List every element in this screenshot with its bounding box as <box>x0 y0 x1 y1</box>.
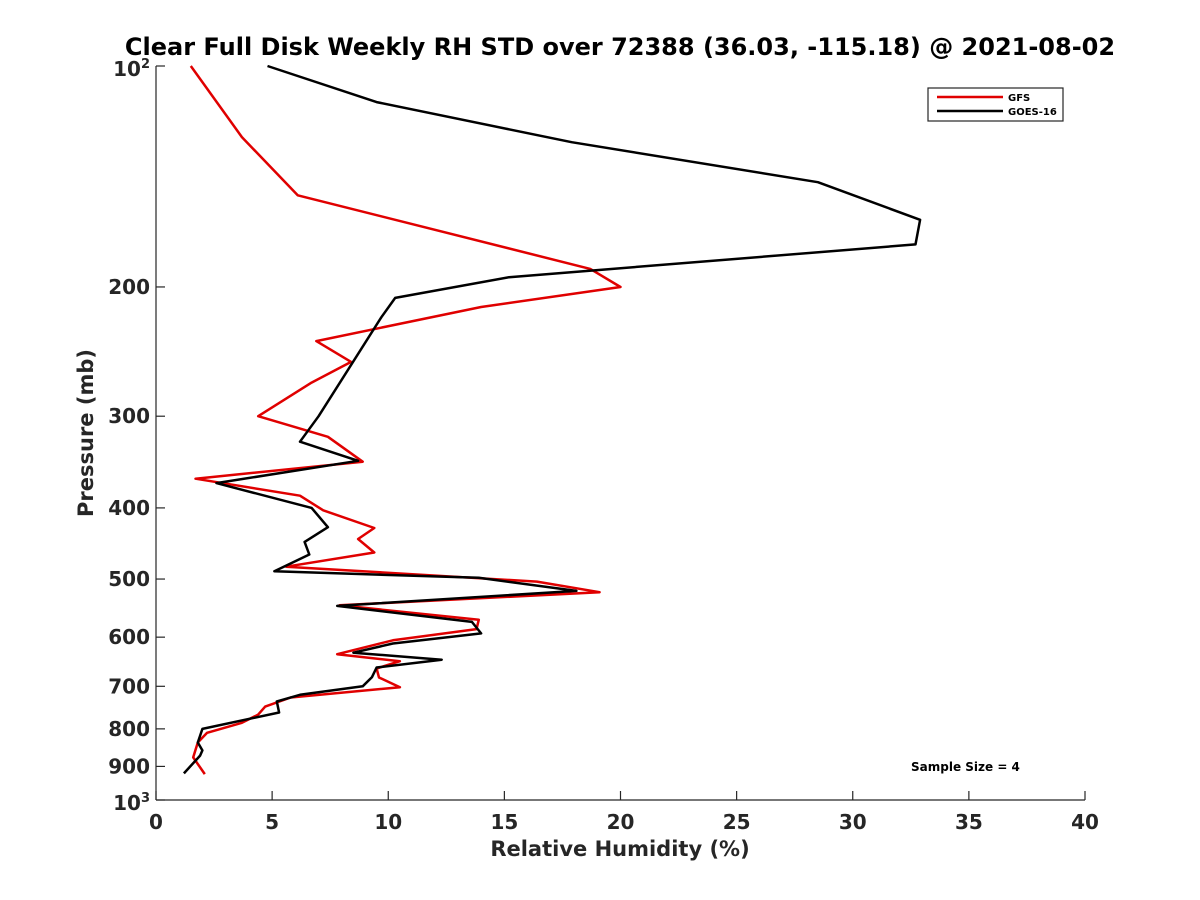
x-tick-label: 35 <box>955 810 983 834</box>
chart-title: Clear Full Disk Weekly RH STD over 72388… <box>125 33 1115 61</box>
y-tick-label: 900 <box>108 754 150 778</box>
x-tick-label: 0 <box>149 810 163 834</box>
series-line-goes-16 <box>182 64 922 775</box>
y-tick-label: 300 <box>108 404 150 428</box>
y-tick-label: 103 <box>113 791 150 815</box>
plot-area <box>156 66 1085 800</box>
x-axis-label: Relative Humidity (%) <box>490 837 749 861</box>
legend-label-gfs: GFS <box>1008 93 1030 104</box>
y-tick-label: 800 <box>108 717 150 741</box>
x-tick-label: 25 <box>723 810 751 834</box>
x-tick-label: 40 <box>1071 810 1099 834</box>
x-ticks: 0 5 10 15 20 25 30 35 40 <box>149 791 1099 834</box>
series-line-gfs <box>189 65 622 775</box>
y-tick-label-exponent: 3 <box>141 791 150 806</box>
y-tick-label: 400 <box>108 496 150 520</box>
sample-size-annotation: Sample Size = 4 <box>911 760 1020 774</box>
legend-label-goes-16: GOES-16 <box>1008 107 1057 118</box>
x-tick-label: 10 <box>374 810 402 834</box>
x-tick-label: 20 <box>607 810 635 834</box>
legend: GFS GOES-16 <box>927 87 1064 122</box>
y-tick-label: 200 <box>108 275 150 299</box>
y-tick-label: 500 <box>108 567 150 591</box>
y-tick-label: 102 <box>113 57 150 81</box>
x-tick-label: 15 <box>490 810 518 834</box>
y-axis-label: Pressure (mb) <box>74 349 98 517</box>
y-tick-label-base: 10 <box>113 791 141 815</box>
y-tick-label-base: 10 <box>113 57 141 81</box>
series-layer <box>182 64 922 775</box>
y-tick-label: 600 <box>108 625 150 649</box>
y-tick-label-exponent: 2 <box>141 57 150 72</box>
legend-box <box>927 87 1064 122</box>
y-tick-label: 700 <box>108 674 150 698</box>
x-tick-label: 30 <box>839 810 867 834</box>
x-tick-label: 5 <box>265 810 279 834</box>
